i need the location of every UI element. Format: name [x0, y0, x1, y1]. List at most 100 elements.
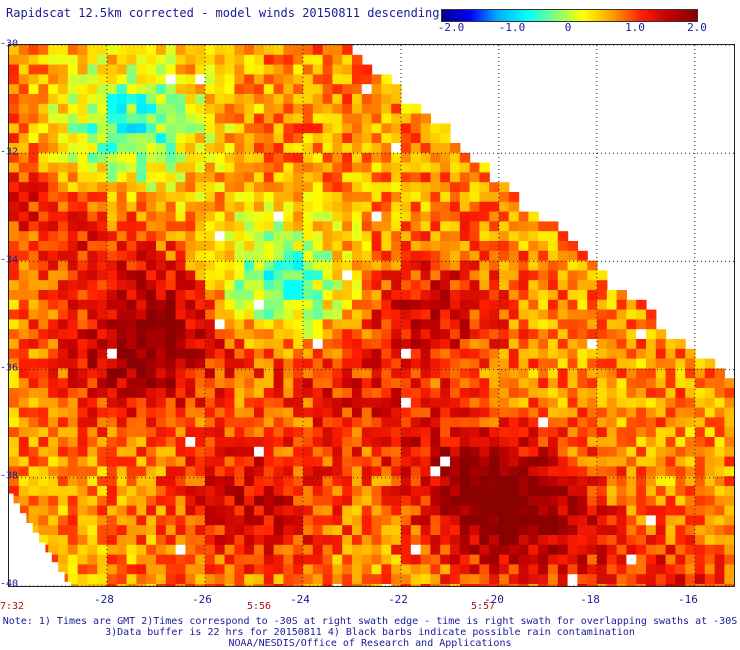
heatmap-cell — [156, 211, 167, 222]
heatmap-cell — [538, 358, 549, 369]
heatmap-cell — [499, 270, 510, 281]
heatmap-cell — [695, 378, 706, 389]
heatmap-cell — [283, 427, 294, 438]
heatmap-cell — [28, 466, 39, 477]
heatmap-cell — [234, 84, 245, 95]
heatmap-cell — [116, 103, 128, 115]
heatmap-cell — [391, 221, 402, 232]
heatmap-cell — [263, 221, 275, 232]
heatmap-cell — [557, 290, 569, 301]
heatmap-cell — [67, 280, 79, 291]
heatmap-cell — [489, 544, 500, 556]
heatmap-cell — [48, 417, 59, 428]
heatmap-cell — [205, 388, 216, 399]
heatmap-cell — [479, 584, 490, 586]
heatmap-cell — [165, 329, 177, 340]
heatmap-cell — [401, 584, 412, 586]
heatmap-cell — [518, 515, 529, 526]
heatmap-cell — [224, 378, 235, 389]
heatmap-cell — [9, 250, 20, 262]
heatmap-cell — [410, 280, 422, 291]
heatmap-cell — [156, 476, 167, 487]
heatmap-cell — [97, 319, 108, 330]
heatmap-cell — [107, 495, 118, 507]
heatmap-cell — [77, 515, 88, 526]
heatmap-cell — [381, 486, 392, 497]
heatmap-cell — [18, 397, 30, 409]
heatmap-cell — [499, 241, 510, 252]
heatmap-cell — [126, 456, 137, 467]
heatmap-cell — [675, 456, 686, 467]
heatmap-cell — [175, 407, 186, 418]
heatmap-cell — [695, 564, 706, 575]
heatmap-cell — [518, 280, 529, 291]
heatmap-cell — [195, 309, 206, 320]
heatmap-cell — [322, 84, 333, 95]
heatmap-cell — [28, 495, 39, 507]
heatmap-cell — [175, 54, 186, 66]
heatmap-cell — [352, 113, 363, 124]
heatmap-cell — [342, 211, 353, 222]
heatmap-cell — [577, 329, 588, 340]
heatmap-cell — [175, 133, 186, 144]
heatmap-cell — [606, 427, 618, 438]
heatmap-cell — [420, 427, 431, 438]
heatmap-cell — [342, 554, 353, 565]
heatmap-cell — [361, 427, 373, 438]
heatmap-cell — [303, 290, 314, 301]
heatmap-cell — [371, 162, 382, 173]
heatmap-cell — [205, 231, 216, 242]
heatmap-cell — [577, 515, 588, 526]
heatmap-cell — [87, 505, 98, 516]
heatmap-cell — [107, 437, 118, 448]
heatmap-cell — [283, 74, 294, 85]
heatmap-cell — [195, 74, 206, 85]
heatmap-cell — [557, 476, 569, 487]
heatmap-cell — [459, 260, 471, 271]
heatmap-cell — [381, 143, 392, 154]
heatmap-cell — [126, 544, 137, 556]
heatmap-cell — [440, 123, 451, 134]
heatmap-cell — [234, 378, 245, 389]
heatmap-cell — [479, 515, 490, 526]
heatmap-cell — [185, 260, 196, 271]
heatmap-cell — [430, 241, 441, 252]
heatmap-cell — [401, 329, 412, 340]
heatmap-cell — [293, 201, 304, 213]
heatmap-cell — [636, 495, 647, 507]
heatmap-cell — [38, 45, 49, 56]
heatmap-cell — [283, 437, 294, 448]
heatmap-cell — [499, 339, 510, 350]
heatmap-cell — [352, 574, 363, 585]
heatmap-cell — [254, 45, 265, 56]
heatmap-cell — [704, 437, 716, 448]
heatmap-cell — [371, 446, 382, 458]
heatmap-cell — [67, 486, 79, 497]
heatmap-cell — [322, 143, 333, 154]
heatmap-cell — [538, 437, 549, 448]
heatmap-cell — [332, 486, 343, 497]
heatmap-cell — [28, 45, 39, 56]
heatmap-cell — [469, 339, 480, 350]
heatmap-cell — [224, 476, 235, 487]
heatmap-cell — [459, 535, 471, 546]
heatmap-cell — [244, 162, 255, 173]
heatmap-cell — [430, 525, 441, 536]
heatmap-cell — [538, 407, 549, 418]
heatmap-cell — [48, 329, 59, 340]
heatmap-cell — [263, 309, 275, 320]
heatmap-cell — [430, 192, 441, 203]
heatmap-cell — [58, 397, 69, 409]
heatmap-cell — [58, 152, 69, 164]
heatmap-cell — [87, 397, 98, 409]
heatmap-cell — [469, 486, 480, 497]
heatmap-cell — [361, 564, 373, 575]
heatmap-cell — [48, 201, 59, 213]
heatmap-cell — [616, 309, 627, 320]
heatmap-cell — [146, 201, 157, 213]
heatmap-cell — [724, 544, 734, 556]
heatmap-cell — [303, 368, 314, 379]
heatmap-cell — [636, 299, 647, 311]
heatmap-cell — [410, 143, 422, 154]
heatmap-cell — [28, 358, 39, 369]
